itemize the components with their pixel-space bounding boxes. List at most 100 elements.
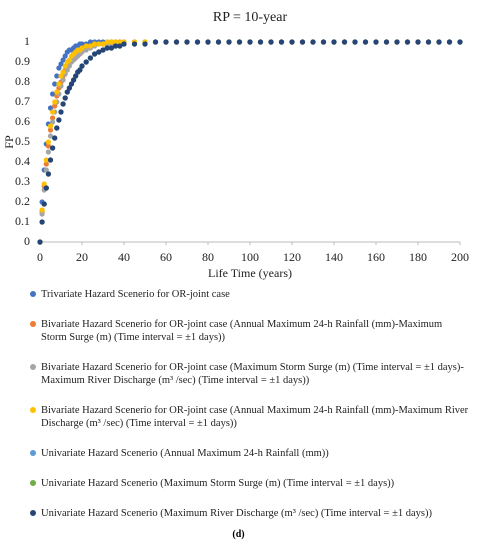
legend-item: Univariate Hazard Scenerio (Maximum Stor… — [30, 477, 470, 490]
chart: RP = 10-year Life Time (years) FP 0 0.1 0.… — [2, 10, 469, 280]
point — [87, 43, 93, 49]
point — [66, 63, 72, 69]
point — [113, 39, 119, 45]
x-tick-label: 0 — [37, 250, 43, 264]
point — [108, 45, 114, 51]
point — [47, 127, 54, 133]
legend-item: Bivariate Hazard Scenerio for OR-joint c… — [30, 318, 470, 344]
point — [310, 39, 316, 45]
point — [289, 39, 295, 45]
point — [68, 81, 75, 87]
point — [71, 77, 77, 83]
point — [184, 39, 190, 45]
legend-marker — [30, 407, 36, 413]
point — [58, 73, 64, 79]
point — [54, 73, 60, 79]
point — [47, 123, 54, 129]
y-tick-label: 1 — [24, 34, 30, 48]
point — [47, 157, 54, 163]
point — [436, 39, 442, 45]
legend-label: Trivariate Hazard Scenerio for OR-joint … — [41, 289, 230, 300]
point — [39, 211, 45, 217]
x-axis-title: Life Time (years) — [208, 266, 292, 280]
point — [341, 39, 348, 45]
point — [83, 43, 89, 49]
legend-label: Univariate Hazard Scenerio (Maximum Rive… — [41, 508, 432, 519]
legend-marker — [30, 364, 36, 370]
point — [58, 61, 64, 67]
point — [131, 41, 138, 47]
y-tick-label: 0.6 — [15, 114, 30, 128]
point — [446, 39, 453, 45]
x-tick-label: 160 — [367, 250, 385, 264]
point — [50, 91, 56, 97]
point — [79, 45, 85, 51]
point — [62, 63, 68, 69]
point — [39, 207, 45, 213]
chart-title: RP = 10-year — [213, 10, 288, 25]
point — [39, 219, 45, 225]
point — [457, 39, 463, 45]
point — [37, 239, 43, 245]
point — [104, 39, 110, 45]
legend-item: Bivariate Hazard Scenerio for OR-joint c… — [30, 404, 470, 430]
point — [117, 39, 123, 45]
point — [87, 55, 93, 61]
point — [56, 65, 62, 71]
point — [50, 145, 56, 151]
point — [117, 43, 123, 49]
point — [47, 133, 54, 139]
x-tick-label: 200 — [451, 250, 469, 264]
point — [226, 39, 232, 45]
x-tick-label: 120 — [283, 250, 301, 264]
point — [215, 39, 222, 45]
point — [60, 57, 66, 63]
x-tick-label: 140 — [325, 250, 343, 264]
legend-marker — [30, 291, 36, 297]
point — [52, 99, 58, 105]
point — [87, 39, 93, 45]
point — [77, 67, 83, 73]
point — [62, 95, 68, 101]
point — [45, 171, 52, 177]
point — [62, 53, 68, 59]
point — [79, 63, 85, 69]
point — [52, 135, 58, 141]
x-tick-label: 180 — [409, 250, 427, 264]
y-tick-label: 0.2 — [15, 194, 30, 208]
point — [83, 47, 89, 53]
point — [52, 103, 58, 109]
point — [247, 39, 253, 45]
point — [100, 47, 106, 53]
point — [47, 105, 54, 111]
point — [43, 157, 49, 163]
point — [173, 39, 180, 45]
point — [50, 115, 56, 121]
caption: (d) — [232, 529, 245, 540]
point — [104, 45, 110, 51]
legend-item: Univariate Hazard Scenerio (Maximum Rive… — [30, 507, 470, 520]
point — [142, 41, 148, 47]
legend-item: Trivariate Hazard Scenerio for OR-joint … — [30, 288, 470, 301]
legend-label: Univariate Hazard Scenerio (Annual Maxim… — [41, 448, 329, 459]
point — [425, 39, 432, 45]
point — [60, 69, 66, 75]
point — [194, 39, 201, 45]
point — [415, 39, 421, 45]
point — [54, 125, 60, 131]
point — [236, 39, 243, 45]
point — [268, 39, 274, 45]
point — [83, 59, 89, 65]
legend-marker — [30, 510, 36, 516]
legend-marker — [30, 480, 36, 486]
point — [56, 81, 62, 87]
y-tick-label: 0.9 — [15, 54, 30, 68]
point — [394, 39, 400, 45]
point — [54, 89, 60, 95]
x-tick-label: 100 — [241, 250, 259, 264]
point — [121, 41, 127, 47]
point — [43, 167, 49, 173]
legend-label: Bivariate Hazard Scenerio for OR-joint c… — [41, 319, 443, 343]
y-tick-label: 0.7 — [15, 94, 30, 108]
